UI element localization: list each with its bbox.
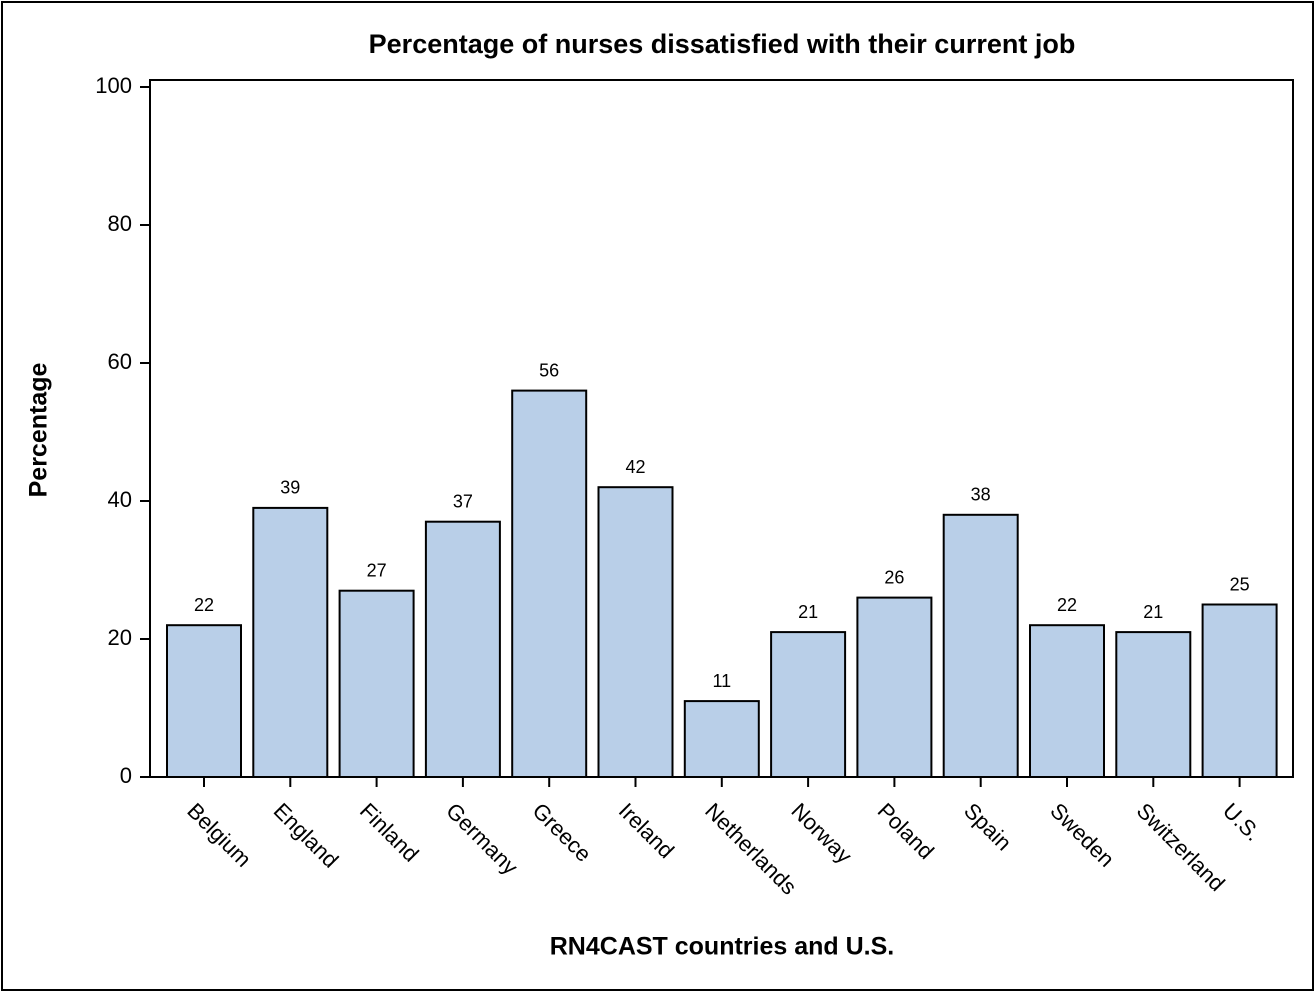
value-label: 27 — [367, 560, 387, 580]
value-label: 37 — [453, 491, 473, 511]
value-label: 26 — [884, 567, 904, 587]
bar — [1201, 603, 1278, 778]
bar — [252, 506, 329, 778]
value-label: 38 — [971, 485, 991, 505]
bar — [338, 589, 415, 779]
value-label: 21 — [1143, 602, 1163, 622]
y-tick-label: 0 — [120, 763, 132, 788]
value-label: 39 — [280, 478, 300, 498]
value-label: 21 — [798, 602, 818, 622]
bar — [166, 624, 242, 779]
bar — [942, 513, 1019, 778]
bar — [770, 631, 847, 778]
value-label: 25 — [1230, 574, 1250, 594]
y-tick-label: 20 — [108, 625, 132, 650]
bar — [683, 700, 760, 778]
value-label: 22 — [1057, 595, 1077, 615]
chart-title: Percentage of nurses dissatisfied with t… — [369, 29, 1076, 59]
value-label: 22 — [194, 595, 214, 615]
bar — [1115, 631, 1192, 778]
bar — [511, 389, 588, 778]
y-tick-label: 80 — [108, 211, 132, 236]
bar — [597, 486, 674, 778]
y-tick-label: 40 — [108, 487, 132, 512]
y-tick-label: 100 — [95, 73, 132, 98]
value-label: 56 — [539, 360, 559, 380]
x-axis-label: RN4CAST countries and U.S. — [550, 933, 895, 961]
bar — [1029, 624, 1105, 779]
value-label: 42 — [625, 457, 645, 477]
bar — [856, 596, 933, 778]
bar — [424, 520, 501, 779]
y-axis-label: Percentage — [25, 363, 53, 498]
y-tick-label: 60 — [108, 349, 132, 374]
value-label: 11 — [712, 671, 731, 691]
